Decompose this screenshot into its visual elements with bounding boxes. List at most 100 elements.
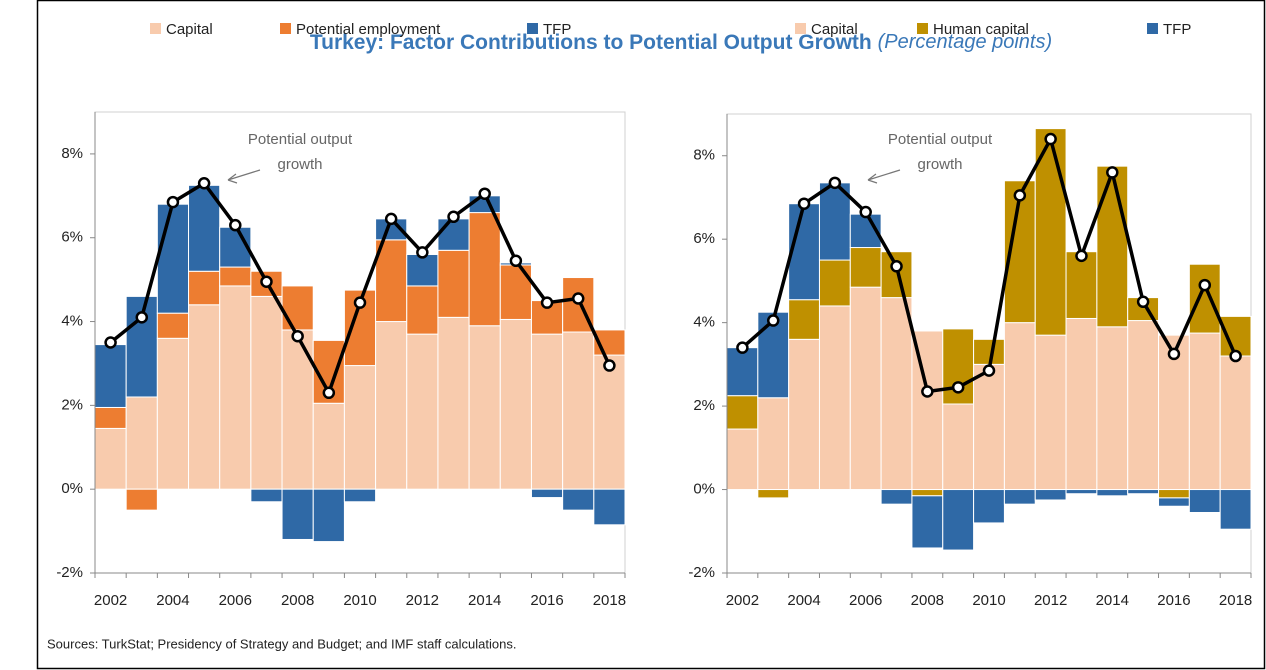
source-note: Sources: TurkStat; Presidency of Strateg… <box>47 636 516 651</box>
y-tick-label: 6% <box>693 230 715 247</box>
bar-segment <box>375 239 408 323</box>
bar-segment <box>1158 334 1190 491</box>
bar-segment <box>1127 320 1160 491</box>
x-tick-label: 2006 <box>219 592 252 609</box>
output-marker <box>1229 349 1242 363</box>
output-marker <box>509 254 523 268</box>
output-marker <box>1136 295 1150 309</box>
legend-swatch <box>1147 23 1158 34</box>
bar-segment <box>94 406 127 429</box>
x-tick-label: 2018 <box>1219 592 1252 609</box>
output-marker <box>104 336 117 349</box>
bar-segment <box>1034 489 1067 501</box>
y-tick-label: 8% <box>61 145 83 162</box>
legend-label: Capital <box>166 21 213 38</box>
y-tick-label: 0% <box>61 480 83 497</box>
output-marker <box>603 359 616 372</box>
output-marker <box>828 176 842 190</box>
x-tick-label: 2014 <box>468 592 501 609</box>
bar-segment <box>499 318 532 490</box>
output-marker <box>197 176 211 190</box>
annotation-arrow <box>227 169 261 184</box>
bar-segment <box>312 488 345 543</box>
chart-subtitle: (Percentage points) <box>878 31 1053 53</box>
bar-segment <box>973 489 1005 524</box>
bar-segment <box>343 488 377 503</box>
output-marker <box>260 275 273 288</box>
legend-label: Human capital <box>933 21 1029 38</box>
bar-segment <box>94 344 127 408</box>
x-tick-label: 2004 <box>787 592 820 609</box>
output-marker <box>384 212 398 226</box>
bar-segment <box>911 330 944 491</box>
bar-segment <box>375 321 408 490</box>
bar-segment <box>726 428 759 491</box>
bar-segment <box>911 489 944 497</box>
bar-segment <box>1096 165 1129 328</box>
bar-segment <box>973 363 1005 491</box>
bar-segment <box>788 203 820 301</box>
output-marker <box>859 205 872 219</box>
output-marker <box>736 341 749 354</box>
y-tick-label: 4% <box>61 313 83 330</box>
y-tick-label: 4% <box>693 314 715 331</box>
bar-segment <box>250 295 283 490</box>
bar-segment <box>593 329 626 356</box>
output-marker <box>540 296 554 309</box>
legend-swatch <box>150 23 161 34</box>
legend-label: Potential employment <box>296 21 441 38</box>
bar-segment <box>562 331 595 490</box>
bar-segment <box>788 338 820 491</box>
bar-segment <box>125 396 158 490</box>
output-marker <box>951 381 965 394</box>
output-marker <box>982 364 996 377</box>
bar-segment <box>437 218 470 251</box>
output-marker <box>353 296 367 309</box>
bar-segment <box>156 203 190 314</box>
bar-segment <box>312 402 345 490</box>
bar-segment <box>437 316 470 490</box>
bar-segment <box>156 312 190 339</box>
bar-segment <box>188 304 221 490</box>
x-tick-label: 2002 <box>94 592 127 609</box>
bar-segment <box>1158 489 1190 499</box>
bar-segment <box>437 249 470 318</box>
bar-segment <box>188 184 221 272</box>
bar-segment <box>593 354 626 490</box>
x-tick-label: 2016 <box>1157 592 1190 609</box>
bar-segment <box>188 270 221 306</box>
bar-segment <box>1065 251 1098 319</box>
bar-segment <box>1096 326 1129 491</box>
x-tick-label: 2008 <box>281 592 314 609</box>
bar-segment <box>250 488 283 503</box>
x-tick-label: 2012 <box>406 592 439 609</box>
bar-segment <box>726 347 759 397</box>
bar-segment <box>562 488 595 511</box>
panel: Capital Human capital TFP -2% 0% 2% 4% 6% 8% 2002… <box>688 21 1252 609</box>
bar-segment <box>530 333 564 490</box>
bar-segment <box>406 285 439 335</box>
legend-swatch <box>795 23 806 34</box>
output-marker <box>1167 347 1181 361</box>
bar-segment <box>788 299 820 340</box>
annotation: Potential output <box>888 131 993 148</box>
bar-segment <box>1219 355 1252 491</box>
output-marker <box>797 197 811 210</box>
x-tick-label: 2010 <box>972 592 1005 609</box>
bar-segment <box>942 489 975 551</box>
bar-segment <box>406 253 439 287</box>
bar-segment <box>818 182 851 261</box>
legend-swatch <box>527 23 538 34</box>
output-marker <box>478 187 491 200</box>
panel: Capital Potential employment TFP -2% 0% 2% 4% 6… <box>56 21 626 609</box>
x-tick-label: 2002 <box>726 592 759 609</box>
output-marker <box>571 292 585 305</box>
bar-segment <box>1188 332 1221 491</box>
bar-segment <box>406 333 439 490</box>
bar-segment <box>468 325 501 490</box>
chart-title: Turkey: Factor Contributions to Potentia… <box>310 31 872 54</box>
annotation: growth <box>277 156 322 173</box>
bar-segment <box>1188 489 1221 513</box>
bar-segment <box>880 489 913 505</box>
bar-segment <box>468 212 501 327</box>
